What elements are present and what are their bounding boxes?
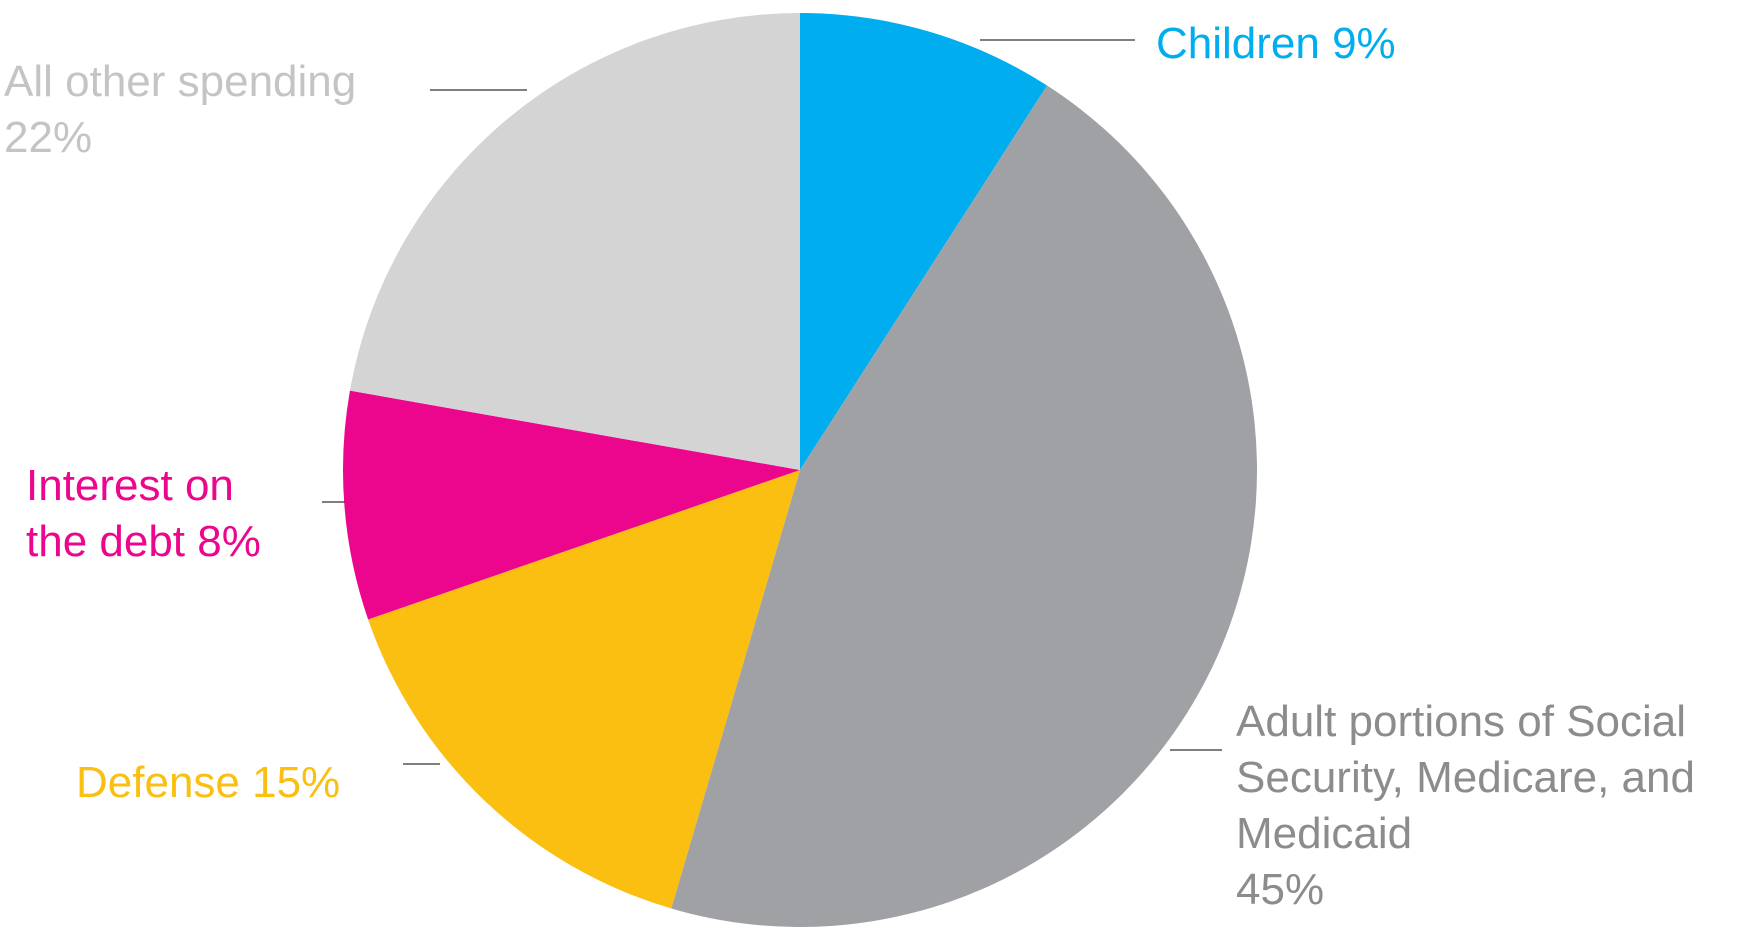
label-interest: Interest on the debt 8% xyxy=(26,458,261,570)
pie-slice-children xyxy=(800,13,1048,470)
pie-slice-adult-entitlements xyxy=(671,85,1257,928)
leader-lines xyxy=(322,39,1222,765)
label-adult-line-3: Medicaid xyxy=(1236,809,1413,858)
label-defense-line-1: Defense 15% xyxy=(76,758,341,807)
pie-slices xyxy=(343,13,1257,928)
label-adult-line-2: Security, Medicare, and xyxy=(1236,753,1695,802)
label-all-other: All other spending 22% xyxy=(4,54,356,166)
label-interest-line-2: the debt 8% xyxy=(26,517,261,566)
pie-slice-defense xyxy=(368,470,800,909)
label-adult-line-4: 45% xyxy=(1236,865,1325,914)
label-adult-entitlements: Adult portions of Social Security, Medic… xyxy=(1236,694,1695,918)
label-children-line-1: Children 9% xyxy=(1156,19,1396,68)
pie-slice-interest xyxy=(343,390,800,620)
label-defense: Defense 15% xyxy=(76,755,340,811)
label-other-line-1: All other spending xyxy=(4,57,357,106)
label-interest-line-1: Interest on xyxy=(26,461,234,510)
label-children: Children 9% xyxy=(1156,16,1396,72)
pie-slice-all-other xyxy=(349,13,800,470)
label-other-line-2: 22% xyxy=(4,113,93,162)
label-adult-line-1: Adult portions of Social xyxy=(1236,697,1687,746)
